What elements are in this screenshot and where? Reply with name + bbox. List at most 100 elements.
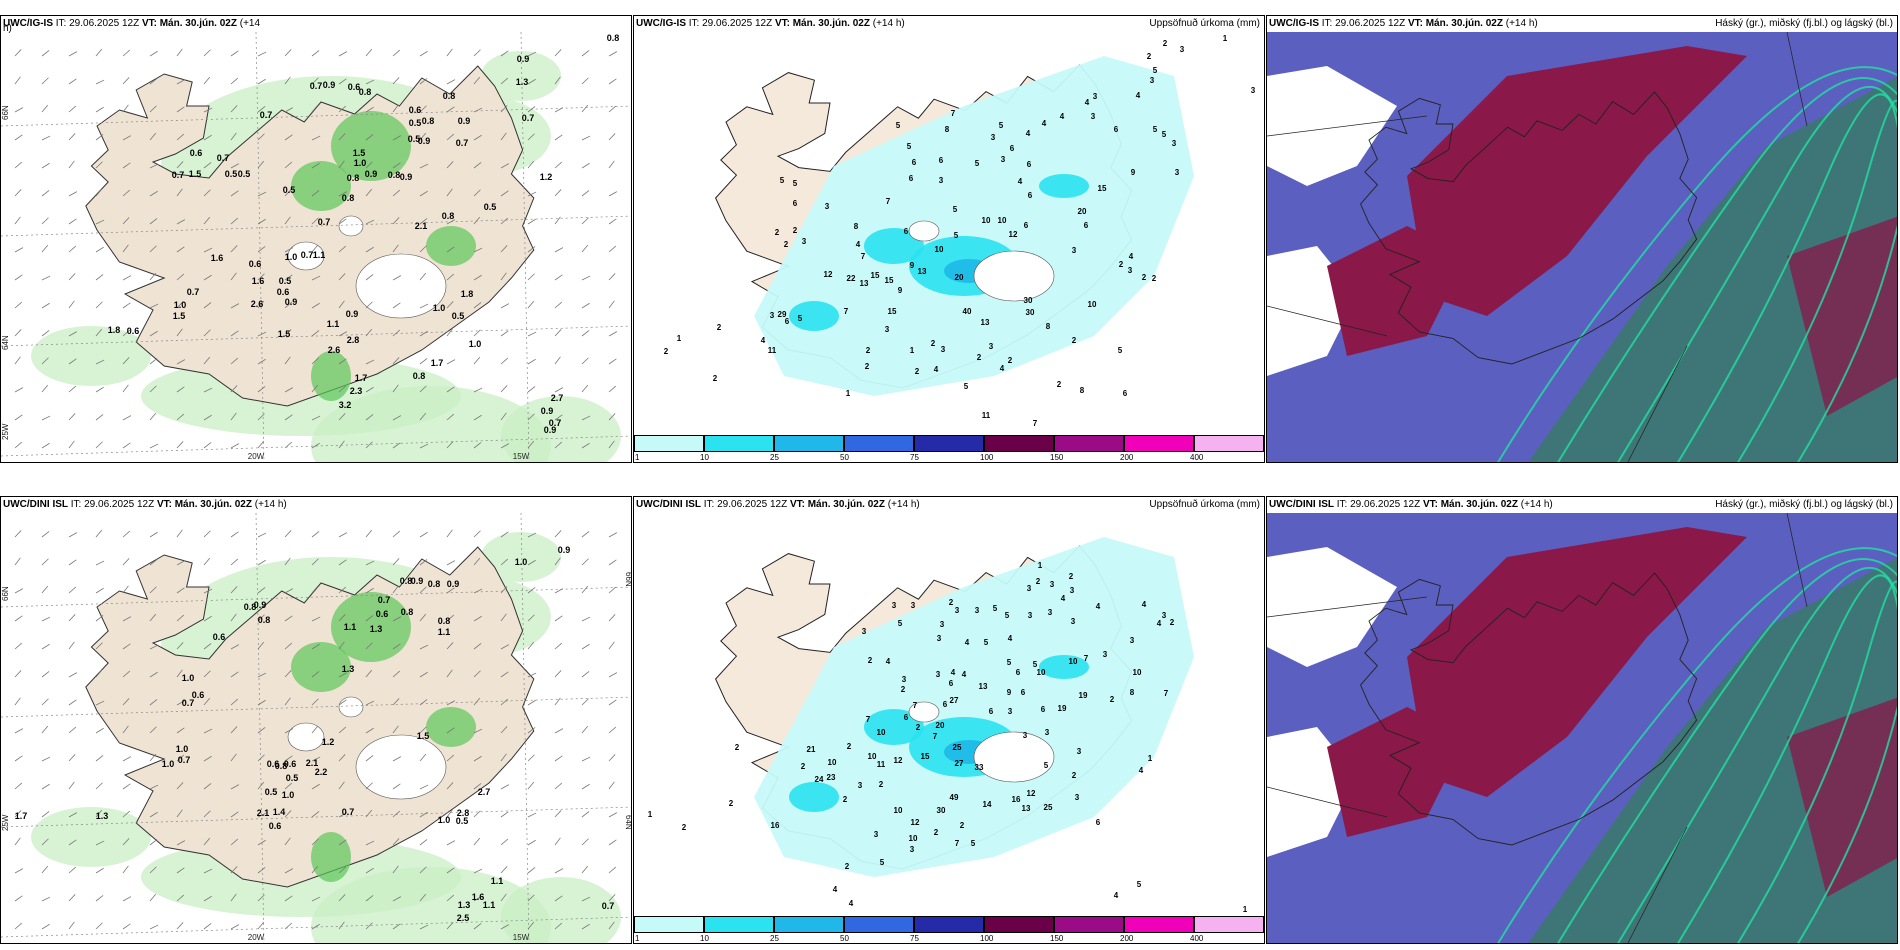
precip-value-label: 1.5 bbox=[417, 731, 430, 741]
wind-barb bbox=[338, 413, 346, 421]
clear-sky-area bbox=[1267, 547, 1397, 667]
wind-barb bbox=[122, 923, 131, 930]
wind-barb bbox=[419, 866, 427, 874]
wind-barb bbox=[338, 245, 347, 253]
wind-barb bbox=[581, 77, 589, 85]
precip-amount-label: 10 bbox=[828, 758, 837, 767]
colorbar-swatch bbox=[1194, 435, 1264, 452]
wind-barb bbox=[500, 77, 509, 85]
wind-barb bbox=[446, 273, 455, 281]
wind-barb bbox=[95, 809, 103, 818]
mid-cloud-layer bbox=[1407, 46, 1747, 316]
wind-barb bbox=[95, 161, 103, 169]
precip-value-label: 0.9 bbox=[285, 297, 298, 307]
wind-barb bbox=[527, 246, 536, 253]
precip-amount-label: 25 bbox=[953, 743, 962, 752]
wind-barb bbox=[581, 50, 590, 57]
precip-amount-label: 4 bbox=[1000, 364, 1005, 373]
precip-value-label: 0.5 bbox=[283, 185, 296, 195]
precip-amount-label: 4 bbox=[1114, 891, 1119, 900]
precip-amount-label: 5 bbox=[1044, 761, 1049, 770]
wind-barb bbox=[311, 135, 321, 141]
wind-barb bbox=[500, 217, 509, 225]
wind-barb bbox=[95, 782, 103, 790]
wind-barb bbox=[95, 188, 103, 197]
init-time: IT: 29.06.2025 12Z bbox=[68, 499, 157, 510]
wind-barb bbox=[392, 302, 401, 309]
precip-amount-label: 15 bbox=[1098, 184, 1107, 193]
panel-header: UWC/IG-IS IT: 29.06.2025 12Z VT: Mán. 30… bbox=[1, 16, 631, 32]
wind-barb bbox=[365, 441, 373, 449]
wind-barb bbox=[311, 725, 319, 734]
precip-amount-label: 2 bbox=[868, 656, 873, 665]
wind-barb bbox=[473, 810, 481, 818]
wind-barb bbox=[122, 616, 132, 622]
wind-barb bbox=[41, 244, 49, 253]
wind-barb bbox=[581, 104, 589, 113]
wind-barb bbox=[446, 359, 456, 365]
wind-barb bbox=[176, 727, 185, 734]
wind-barb bbox=[554, 615, 563, 622]
precip-amount-label: 23 bbox=[827, 773, 836, 782]
precip-value-label: 0.7 bbox=[217, 153, 230, 163]
precip-amount-label: 8 bbox=[854, 222, 859, 231]
wind-barb bbox=[338, 51, 348, 57]
colorbar-tick-label: 400 bbox=[1190, 453, 1204, 462]
valid-time: VT: Mán. 30.jún. 02Z bbox=[1422, 499, 1518, 510]
precip-value-label: 0.5 bbox=[452, 311, 465, 321]
wind-barb bbox=[41, 357, 49, 365]
wind-barb bbox=[500, 303, 510, 309]
wind-barb bbox=[284, 782, 293, 790]
wind-barb bbox=[392, 244, 399, 253]
wind-barb bbox=[284, 274, 293, 281]
wind-barb bbox=[149, 443, 159, 449]
wind-barb bbox=[473, 162, 482, 169]
precip-value-label: 0.9 bbox=[544, 425, 557, 435]
wind-barb bbox=[176, 48, 183, 57]
wind-barb bbox=[365, 727, 374, 734]
lat-label-right: 64N bbox=[624, 815, 632, 830]
precip-amount-label: 4 bbox=[1026, 129, 1031, 138]
wind-barb bbox=[203, 134, 212, 141]
colorbar-tick-label: 50 bbox=[840, 453, 849, 462]
boundary-line bbox=[1627, 826, 1688, 943]
wind-barb bbox=[473, 530, 481, 538]
wind-barb bbox=[284, 216, 291, 225]
precip-moderate-area bbox=[789, 782, 839, 812]
precip-amount-label: 7 bbox=[913, 701, 918, 710]
precip-amount-label: 20 bbox=[955, 273, 964, 282]
precip-amount-label: 2 bbox=[1036, 577, 1041, 586]
colorbar-tick-label: 10 bbox=[700, 934, 709, 943]
wind-barb bbox=[95, 895, 104, 902]
precip-amount-label: 2 bbox=[735, 743, 740, 752]
precip-amount-label: 10 bbox=[935, 245, 944, 254]
wind-barb bbox=[500, 531, 509, 538]
precip-map-panel-dini: UWC/DINI ISL IT: 29.06.2025 12Z VT: Mán.… bbox=[633, 496, 1265, 944]
wind-barb bbox=[14, 670, 22, 678]
wind-barb bbox=[41, 275, 51, 281]
wind-barb bbox=[230, 105, 238, 113]
wind-barb bbox=[446, 188, 453, 197]
wind-barb bbox=[68, 781, 75, 790]
wind-barb bbox=[473, 615, 482, 622]
colorbar-tick-label: 75 bbox=[910, 453, 919, 462]
wind-barb bbox=[419, 726, 427, 734]
wind-barb bbox=[419, 330, 428, 337]
precip-amount-label: 7 bbox=[861, 252, 866, 261]
wind-barb bbox=[392, 49, 401, 57]
wind-barb bbox=[14, 922, 23, 930]
precip-amount-label: 2 bbox=[934, 828, 939, 837]
precip-amount-label: 9 bbox=[1007, 688, 1012, 697]
precip-value-label: 1.5 bbox=[278, 329, 291, 339]
wind-barb bbox=[203, 530, 211, 538]
wind-barb bbox=[527, 413, 535, 421]
wind-barb bbox=[608, 78, 617, 85]
wind-barb bbox=[554, 642, 563, 650]
wind-barb bbox=[608, 358, 617, 365]
precip-amount-label: 3 bbox=[902, 675, 907, 684]
precip-amount-label: 6 bbox=[785, 317, 790, 326]
wind-barb bbox=[176, 79, 186, 85]
wind-barb bbox=[41, 415, 51, 421]
high-cloud-edge bbox=[1737, 580, 1897, 943]
wind-barb bbox=[284, 895, 293, 902]
